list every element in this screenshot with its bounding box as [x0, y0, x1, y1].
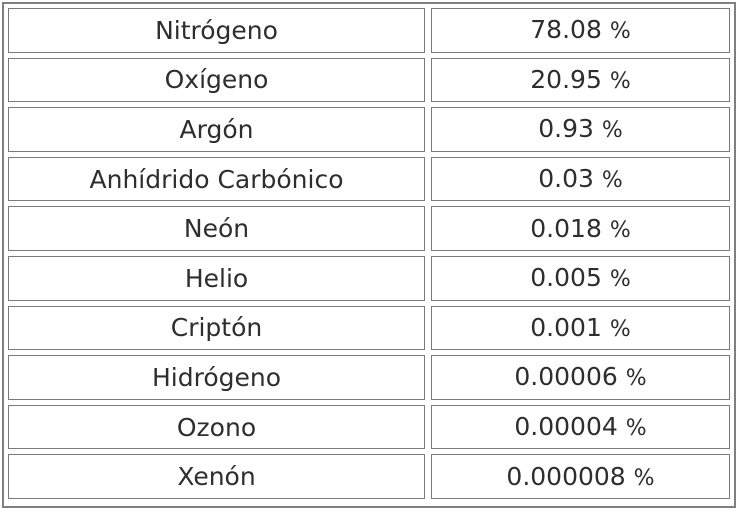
table-row: Oxígeno 20.95 %	[8, 57, 730, 103]
table-row: Helio 0.005 %	[8, 255, 730, 301]
percent-unit: %	[633, 465, 655, 491]
gas-percentage-value: 0.000008	[506, 461, 626, 491]
table-row: Nitrógeno 78.08 %	[8, 8, 730, 53]
gas-percentage-value: 20.95	[530, 64, 602, 94]
table-row: Hidrógeno 0.00006 %	[8, 355, 730, 400]
gas-name-cell: Argón	[8, 107, 425, 152]
gas-percentage-value: 0.03	[538, 164, 594, 194]
gas-percentage-cell: 0.000008 %	[431, 454, 730, 499]
percent-unit: %	[609, 316, 631, 342]
gas-percentage-cell: 78.08 %	[431, 8, 730, 53]
gas-percentage-value: 0.018	[530, 213, 602, 243]
gas-percentage-value: 0.93	[538, 114, 594, 144]
gas-percentage-cell: 0.001 %	[431, 305, 730, 351]
gas-name-cell: Hidrógeno	[8, 355, 425, 400]
gas-name-cell: Ozono	[8, 404, 425, 450]
table-row: Xenón 0.000008 %	[8, 454, 730, 499]
gas-percentage-value: 78.08	[530, 15, 602, 45]
table-row: Argón 0.93 %	[8, 107, 730, 152]
gas-percentage-cell: 0.00004 %	[431, 404, 730, 450]
gas-percentage-cell: 0.03 %	[431, 156, 730, 202]
atmosphere-composition-table-frame: Nitrógeno 78.08 % Oxígeno 20.95 % Argón …	[2, 2, 736, 508]
percent-unit: %	[601, 118, 623, 144]
table-row: Anhídrido Carbónico 0.03 %	[8, 156, 730, 202]
table-row: Ozono 0.00004 %	[8, 404, 730, 450]
percent-unit: %	[625, 366, 647, 392]
table-row: Neón 0.018 %	[8, 206, 730, 251]
atmosphere-composition-table: Nitrógeno 78.08 % Oxígeno 20.95 % Argón …	[8, 3, 730, 504]
gas-name-cell: Helio	[8, 255, 425, 301]
gas-name-cell: Anhídrido Carbónico	[8, 156, 425, 202]
percent-unit: %	[625, 416, 647, 442]
gas-percentage-value: 0.00006	[514, 362, 618, 392]
table-row: Criptón 0.001 %	[8, 305, 730, 351]
gas-percentage-cell: 0.93 %	[431, 107, 730, 152]
percent-unit: %	[601, 168, 623, 194]
gas-percentage-cell: 0.018 %	[431, 206, 730, 251]
gas-percentage-cell: 20.95 %	[431, 57, 730, 103]
gas-name-cell: Neón	[8, 206, 425, 251]
gas-name-cell: Criptón	[8, 305, 425, 351]
percent-unit: %	[609, 217, 631, 243]
gas-name-cell: Nitrógeno	[8, 8, 425, 53]
percent-unit: %	[609, 19, 631, 45]
gas-name-cell: Oxígeno	[8, 57, 425, 103]
gas-percentage-cell: 0.00006 %	[431, 355, 730, 400]
percent-unit: %	[609, 267, 631, 293]
gas-percentage-cell: 0.005 %	[431, 255, 730, 301]
gas-percentage-value: 0.001	[530, 312, 602, 342]
gas-name-cell: Xenón	[8, 454, 425, 499]
percent-unit: %	[609, 68, 631, 94]
gas-percentage-value: 0.00004	[514, 412, 618, 442]
gas-percentage-value: 0.005	[530, 263, 602, 293]
